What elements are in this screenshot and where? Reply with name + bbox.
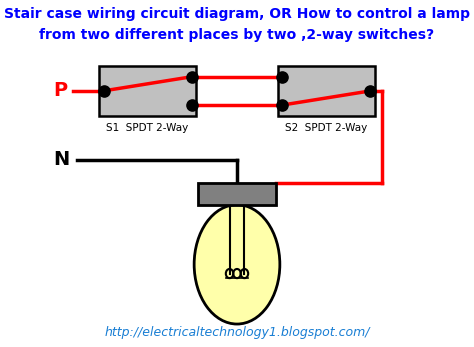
Text: from two different places by two ,2-way switches?: from two different places by two ,2-way … (39, 28, 435, 42)
Bar (99, 66, 196, 116)
Point (188, 102, 195, 108)
Text: P: P (54, 82, 68, 100)
Text: N: N (54, 150, 70, 169)
Point (100, 88, 108, 94)
Text: S1  SPDT 2-Way: S1 SPDT 2-Way (107, 123, 189, 133)
Text: Stair case wiring circuit diagram, OR How to control a lamp: Stair case wiring circuit diagram, OR Ho… (4, 7, 470, 21)
Text: http://electricaltechnology1.blogspot.com/: http://electricaltechnology1.blogspot.co… (104, 326, 370, 339)
Bar (198, 183, 276, 205)
Point (279, 102, 286, 108)
Text: S2  SPDT 2-Way: S2 SPDT 2-Way (285, 123, 367, 133)
Ellipse shape (194, 205, 280, 324)
Bar (278, 66, 375, 116)
Point (188, 74, 195, 79)
Point (366, 88, 374, 94)
Point (279, 74, 286, 79)
